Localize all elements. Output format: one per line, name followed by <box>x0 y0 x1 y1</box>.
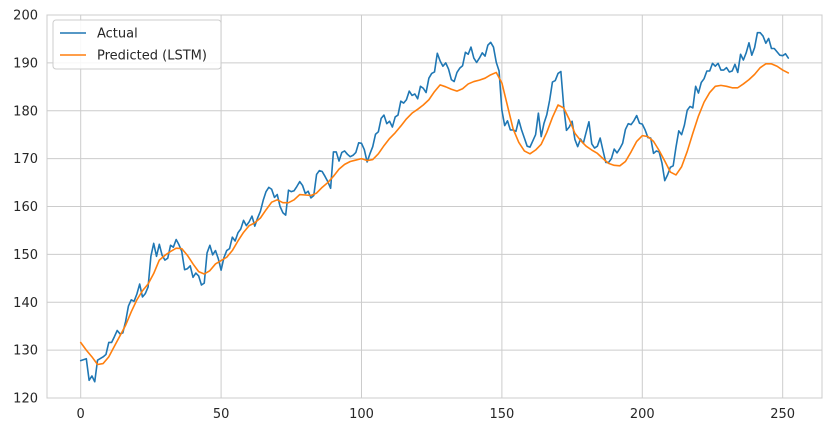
x-tick-label-50: 50 <box>213 407 230 422</box>
x-axis-ticks: 0 50 100 150 200 250 <box>77 407 796 422</box>
x-tick-label-250: 250 <box>770 407 795 422</box>
legend-label-predicted: Predicted (LSTM) <box>97 49 207 64</box>
y-tick-label-120: 120 <box>13 392 38 407</box>
x-tick-label-200: 200 <box>630 407 655 422</box>
legend: Actual Predicted (LSTM) <box>52 19 222 70</box>
x-tick-label-0: 0 <box>77 407 85 422</box>
x-tick-label-100: 100 <box>349 407 374 422</box>
legend-label-actual: Actual <box>97 27 138 42</box>
y-tick-label-170: 170 <box>13 152 38 167</box>
y-axis-ticks: 120 130 140 150 160 170 180 190 200 <box>13 9 38 407</box>
y-tick-label-190: 190 <box>13 56 38 71</box>
x-tick-label-150: 150 <box>489 407 514 422</box>
y-tick-label-150: 150 <box>13 248 38 263</box>
series-line-predicted <box>79 63 790 366</box>
y-tick-label-130: 130 <box>13 344 38 359</box>
y-tick-label-160: 160 <box>13 200 38 215</box>
legend-box <box>52 19 222 70</box>
plot-frame <box>46 14 823 399</box>
y-tick-label-200: 200 <box>13 9 38 24</box>
series-layer <box>79 31 790 383</box>
y-tick-label-180: 180 <box>13 104 38 119</box>
series-line-actual <box>79 31 790 383</box>
y-tick-label-140: 140 <box>13 296 38 311</box>
